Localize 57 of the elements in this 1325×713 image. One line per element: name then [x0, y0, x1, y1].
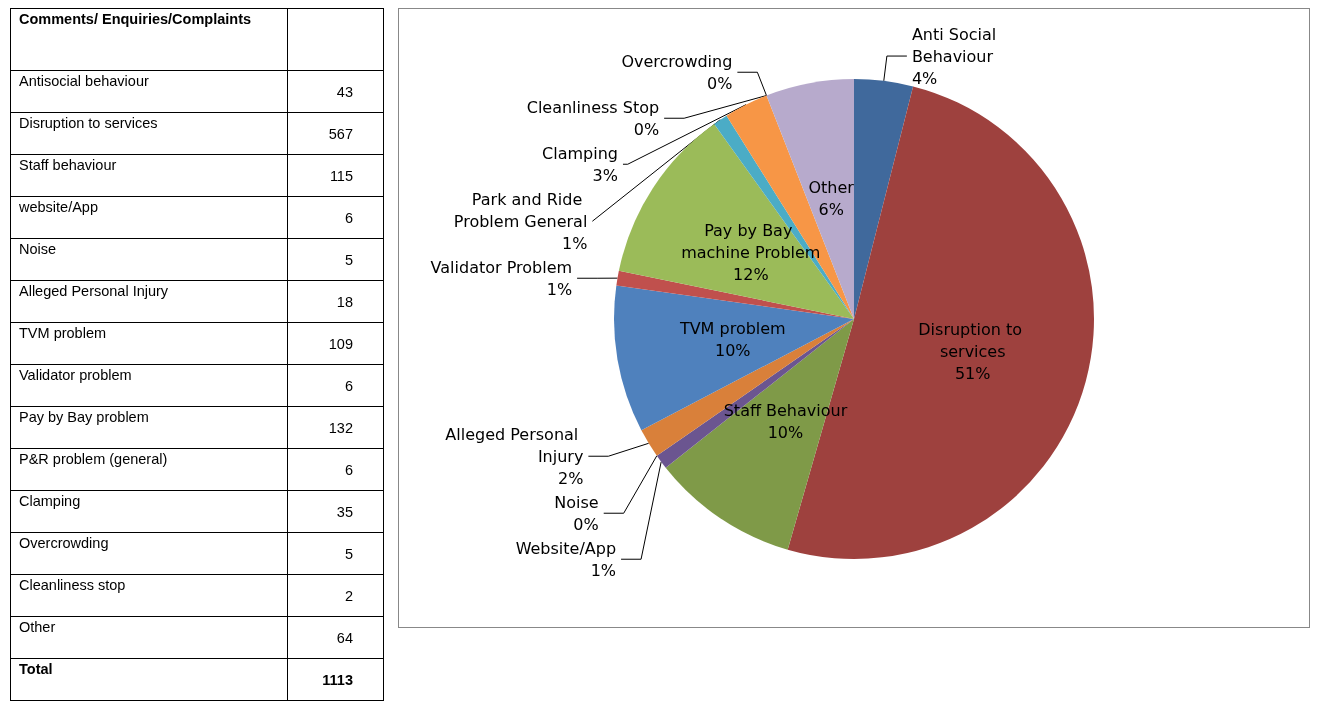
slice-label: Validator Problem: [430, 257, 573, 277]
slice-label: Website/App: [515, 538, 617, 558]
data-label: 1%: [590, 560, 617, 580]
text: Comments/ Enquiries/Complaints: [10, 8, 288, 71]
category-label: P&R problem (general): [10, 448, 288, 491]
data-label: 6%: [818, 199, 844, 219]
data-label: 10%: [715, 341, 751, 361]
slice-label: Disruption to services: [918, 319, 1028, 361]
data-label: 64: [287, 616, 384, 659]
category-label: Cleanliness Stop: [526, 97, 660, 117]
category-label: Staff behaviour: [10, 154, 288, 197]
slice-label: Park and Ride Problem General: [453, 189, 588, 231]
category-label: Cleanliness stop: [10, 574, 288, 617]
data-label: 12%: [733, 264, 769, 284]
text: 0%: [706, 73, 733, 93]
category-label: Clamping: [10, 490, 288, 533]
data-label: 2%: [558, 468, 584, 488]
data-label: 5: [287, 238, 384, 281]
category-label: Noise: [10, 238, 288, 281]
data-label: 51%: [954, 363, 991, 383]
data-label: 43: [287, 70, 384, 113]
data-label: 567: [287, 112, 384, 155]
data-label: 6: [287, 196, 384, 239]
slice-label: Anti Social Behaviour: [911, 24, 1002, 66]
data-label: 109: [287, 322, 384, 365]
category-label: Antisocial behaviour: [10, 70, 288, 113]
data-label: 4%: [911, 68, 938, 88]
data-label: 35: [287, 490, 384, 533]
data-label: 132: [287, 406, 384, 449]
data-label: 3%: [592, 165, 618, 185]
text: 1113: [287, 658, 384, 701]
data-label: 1%: [561, 233, 588, 253]
category-label: Other: [10, 616, 288, 659]
category-label: Validator problem: [10, 364, 288, 407]
data-label: 2: [287, 574, 384, 617]
category-label: Alleged Personal Injury: [10, 280, 288, 323]
category-label: Disruption to services: [10, 112, 288, 155]
data-label: 5: [287, 532, 384, 575]
slice-label: TVM problem: [678, 319, 786, 339]
slice-label: Clamping: [542, 143, 618, 163]
category-label: TVM problem: [10, 322, 288, 365]
category-label: Pay by Bay problem: [10, 406, 288, 449]
data-label: 6: [287, 448, 384, 491]
category-label: website/App: [10, 196, 288, 239]
data-label: 18: [287, 280, 384, 323]
slice-label: Alleged Personal Injury: [445, 424, 584, 466]
category-label: Noise: [554, 492, 599, 512]
data-label: 115: [287, 154, 384, 197]
text: 0%: [633, 119, 660, 139]
category-label: Overcrowding: [621, 51, 733, 71]
data-label: 1%: [546, 279, 573, 299]
text: Total: [10, 658, 288, 701]
text: 0%: [573, 514, 599, 534]
data-label: 10%: [767, 422, 804, 442]
category-label: Overcrowding: [10, 532, 288, 575]
data-label: 6: [287, 364, 384, 407]
slice-label: Other: [808, 177, 855, 197]
